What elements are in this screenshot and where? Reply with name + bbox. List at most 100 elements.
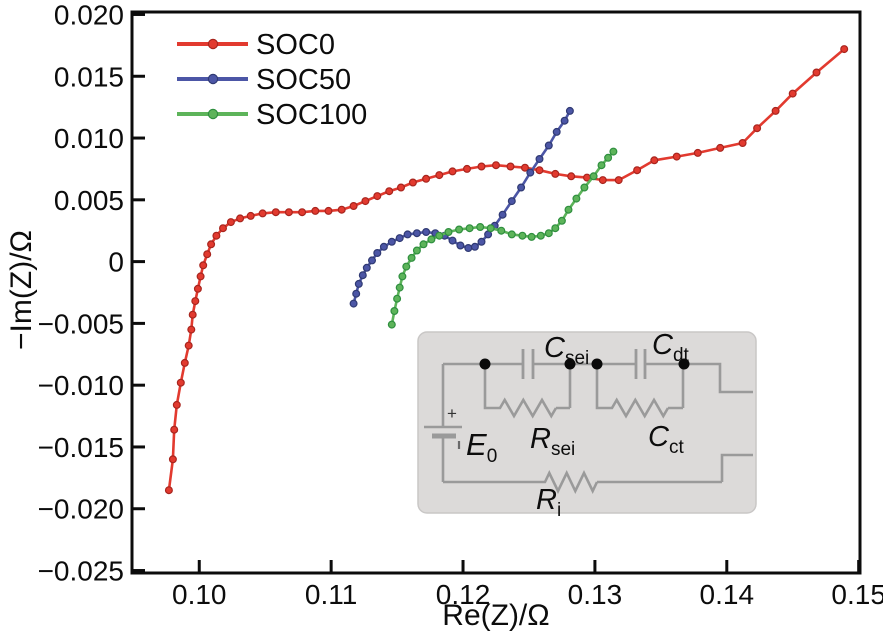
legend-label-SOC50: SOC50 — [256, 64, 351, 96]
label-c-dt: Cdt — [652, 329, 690, 366]
y-tick-label: 0.010 — [54, 123, 124, 154]
y-tick-label: 0.020 — [54, 0, 124, 30]
label-c-sei: Csei — [544, 332, 589, 369]
y-axis-ticks: 0.020 0.015 0.010 0.005 0 −0.005 −0.010 −0.015 −… — [38, 0, 145, 587]
data-marker-SOC50 — [403, 230, 412, 239]
data-marker-SOC0 — [361, 197, 370, 206]
data-marker-SOC100 — [518, 231, 527, 240]
data-marker-SOC0 — [771, 106, 780, 115]
legend-item-SOC100: SOC100 — [177, 99, 367, 131]
data-marker-SOC100 — [435, 231, 444, 240]
legend-marker-SOC50 — [207, 73, 219, 85]
data-marker-SOC100 — [486, 224, 495, 233]
data-marker-SOC50 — [412, 229, 421, 238]
y-tick-label: −0.025 — [38, 556, 124, 587]
data-marker-SOC50 — [373, 249, 382, 258]
y-tick-label: −0.020 — [38, 494, 124, 525]
legend-item-SOC0: SOC0 — [177, 29, 335, 61]
series-line-SOC0 — [167, 47, 846, 492]
data-marker-SOC0 — [788, 89, 797, 98]
data-marker-SOC0 — [187, 325, 196, 334]
data-marker-SOC50 — [362, 263, 371, 272]
data-marker-SOC0 — [180, 358, 189, 367]
y-tick-label: −0.015 — [38, 432, 124, 463]
data-marker-SOC100 — [390, 307, 399, 316]
data-marker-SOC0 — [812, 68, 821, 77]
legend-marker-SOC100 — [207, 108, 219, 120]
data-marker-SOC50 — [498, 210, 507, 219]
data-marker-SOC0 — [672, 152, 681, 161]
data-marker-SOC0 — [716, 143, 725, 152]
x-tick-label: 0.11 — [305, 579, 357, 610]
data-marker-SOC100 — [572, 194, 581, 203]
data-marker-SOC0 — [164, 486, 173, 495]
data-marker-SOC50 — [560, 116, 569, 125]
data-marker-SOC0 — [258, 209, 267, 218]
data-marker-SOC100 — [551, 224, 560, 233]
data-marker-SOC0 — [212, 231, 221, 240]
data-marker-SOC0 — [311, 206, 320, 215]
data-marker-SOC0 — [203, 250, 212, 259]
data-marker-SOC100 — [402, 262, 411, 271]
data-marker-SOC50 — [448, 236, 457, 245]
data-marker-SOC100 — [398, 272, 407, 281]
data-marker-SOC50 — [456, 241, 465, 250]
data-marker-SOC100 — [527, 232, 536, 241]
data-marker-SOC0 — [650, 156, 659, 165]
plot-border — [130, 10, 862, 575]
data-marker-SOC100 — [604, 153, 613, 162]
data-marker-SOC0 — [397, 183, 406, 192]
data-marker-SOC0 — [271, 208, 280, 217]
data-marker-SOC50 — [477, 237, 486, 246]
data-marker-SOC0 — [551, 169, 560, 178]
series-SOC0 — [164, 45, 849, 495]
data-marker-SOC50 — [552, 127, 561, 136]
circuit-node-dot — [564, 358, 576, 370]
label-e0: E0 — [466, 427, 497, 467]
x-tick-label: 0.12 — [436, 579, 491, 610]
data-marker-SOC50 — [507, 197, 516, 206]
data-marker-SOC50 — [422, 228, 431, 237]
data-marker-SOC0 — [385, 187, 394, 196]
data-marker-SOC0 — [506, 162, 515, 171]
data-marker-SOC0 — [840, 45, 849, 54]
x-axis-ticks: 0.10 0.11 0.12 0.13 0.14 0.15 — [172, 560, 883, 610]
data-marker-SOC100 — [407, 253, 416, 262]
data-marker-SOC100 — [476, 223, 485, 232]
data-marker-SOC100 — [444, 228, 453, 237]
data-marker-SOC50 — [526, 168, 535, 177]
data-marker-SOC100 — [557, 216, 566, 225]
series-line-SOC50 — [352, 109, 572, 305]
data-marker-SOC50 — [395, 234, 404, 243]
data-marker-SOC100 — [419, 240, 428, 249]
data-marker-SOC100 — [387, 320, 396, 329]
data-marker-SOC50 — [387, 237, 396, 246]
series-SOC100 — [387, 147, 618, 329]
data-marker-SOC100 — [507, 230, 516, 239]
data-marker-SOC100 — [412, 246, 421, 255]
data-marker-SOC0 — [176, 378, 185, 387]
data-marker-SOC0 — [477, 162, 486, 171]
data-marker-SOC0 — [463, 164, 472, 173]
x-tick-label: 0.14 — [700, 579, 755, 610]
data-marker-SOC0 — [246, 211, 255, 220]
data-marker-SOC0 — [435, 171, 444, 180]
data-marker-SOC0 — [184, 341, 193, 350]
x-tick-label: 0.10 — [172, 579, 227, 610]
data-marker-SOC0 — [199, 261, 208, 270]
y-tick-label: 0 — [108, 247, 124, 278]
data-marker-SOC0 — [373, 192, 382, 201]
data-marker-SOC50 — [358, 271, 367, 280]
circuit-node-dot — [479, 358, 491, 370]
data-marker-SOC0 — [567, 172, 576, 181]
inset-circuit-box — [417, 331, 757, 514]
series-SOC50 — [349, 106, 574, 308]
data-marker-SOC50 — [544, 141, 553, 150]
data-marker-SOC0 — [219, 224, 228, 233]
y-axis-title: −Im(Z)/Ω — [5, 230, 38, 350]
data-marker-SOC0 — [168, 455, 177, 464]
label-r-i: Ri — [536, 484, 561, 521]
data-marker-SOC50 — [349, 299, 358, 308]
label-c-ct: Cct — [648, 421, 684, 458]
